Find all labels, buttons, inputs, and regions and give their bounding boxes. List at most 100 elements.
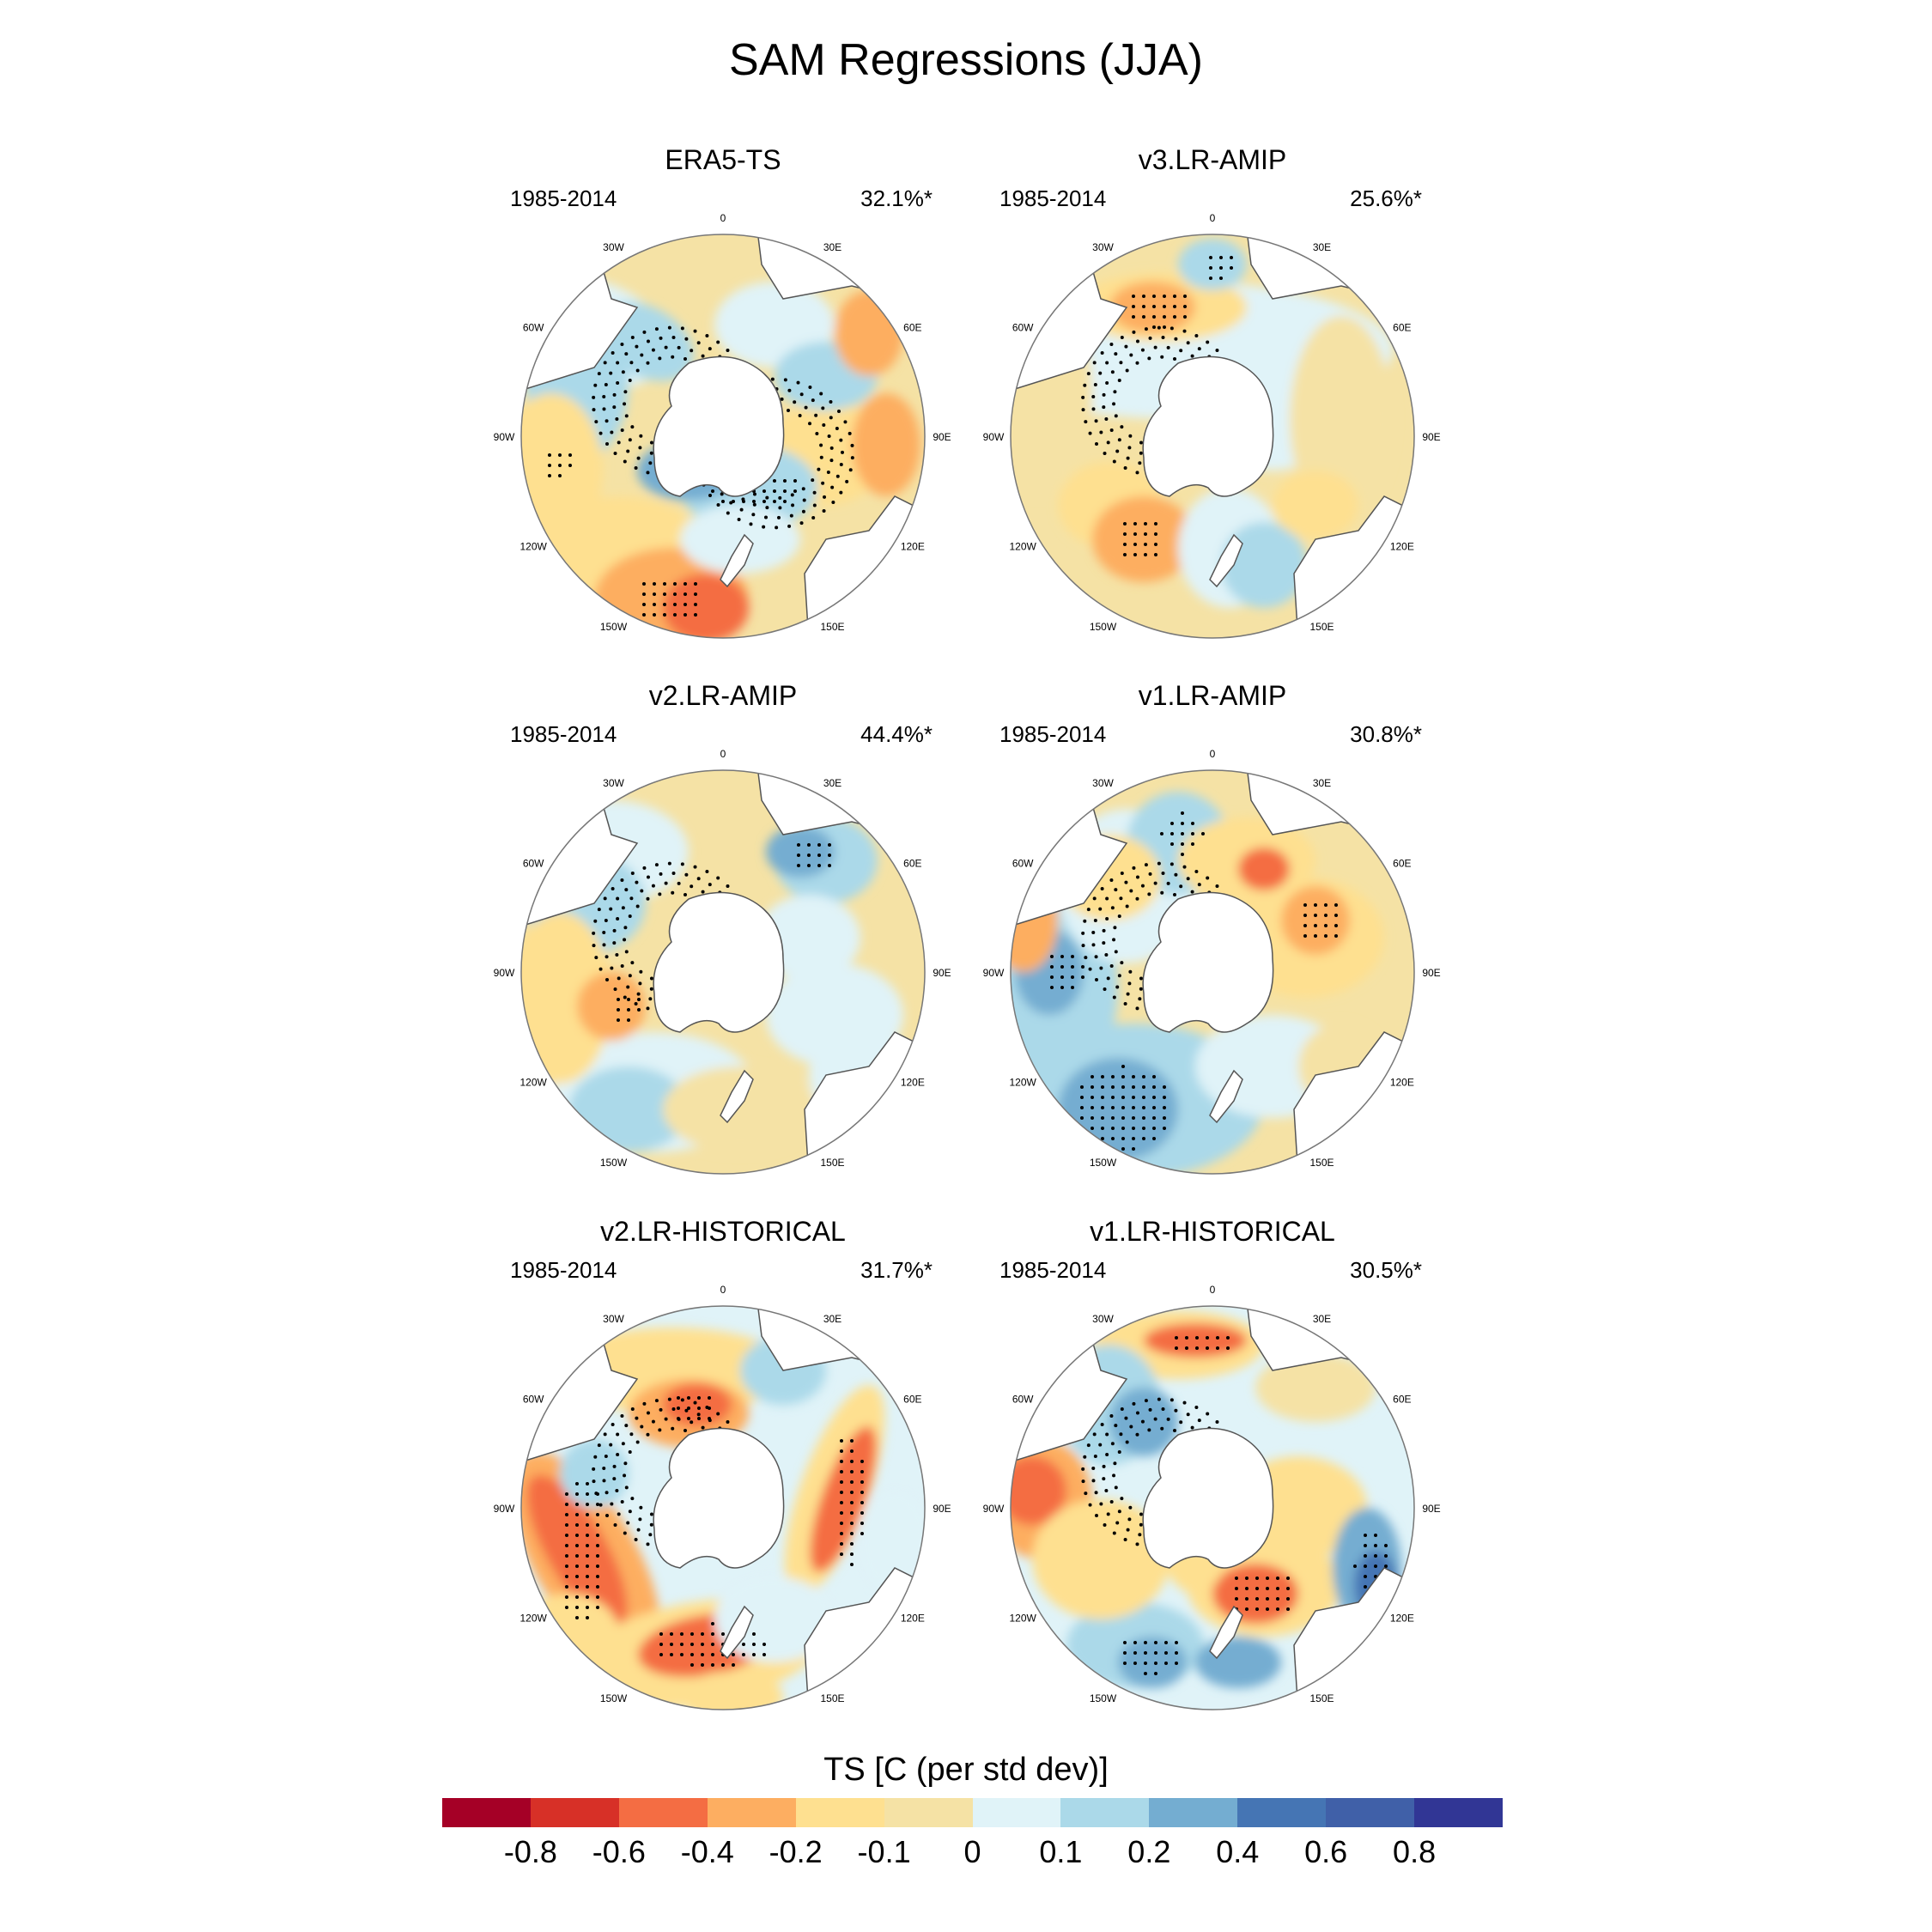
colorbar-swatch <box>530 1798 619 1827</box>
anomaly-region <box>810 1425 877 1573</box>
panel-title: v3.LR-AMIP <box>1138 144 1287 175</box>
longitude-label: 0 <box>1210 1284 1216 1296</box>
longitude-label: 150E <box>1309 1157 1334 1169</box>
longitude-label: 120E <box>901 1077 925 1089</box>
colorbar-swatch <box>884 1798 973 1827</box>
panel-explained-variance: 31.7%* <box>860 1257 933 1283</box>
panel-period: 1985-2014 <box>510 185 617 211</box>
anomaly-region <box>577 972 646 1041</box>
longitude-label: 30W <box>603 1313 624 1325</box>
longitude-label: 90W <box>983 1503 1005 1515</box>
panel-explained-variance: 25.6%* <box>1350 185 1422 211</box>
longitude-label: 60W <box>523 1394 544 1406</box>
polar-map: 030E60E90E120E150E180150W120W90W60W30W <box>494 1284 951 1710</box>
longitude-label: 0 <box>720 212 726 224</box>
longitude-label: 0 <box>720 1284 726 1296</box>
longitude-label: 90E <box>933 431 951 443</box>
longitude-label: 60W <box>1012 858 1034 870</box>
anomaly-region <box>560 1439 629 1508</box>
colorbar-swatch <box>707 1798 796 1827</box>
longitude-label: 30E <box>823 241 841 253</box>
anomaly-region <box>1281 886 1350 955</box>
colorbar-tick-label: -0.2 <box>769 1834 823 1869</box>
longitude-label: 30W <box>1092 1313 1114 1325</box>
longitude-label: 120W <box>519 1613 547 1625</box>
map-boundary <box>1010 769 1415 1175</box>
longitude-label: 120W <box>519 1077 547 1089</box>
longitude-label: 150W <box>600 1692 628 1704</box>
longitude-label: 120W <box>1009 541 1036 553</box>
anomaly-region <box>835 290 903 376</box>
anomaly-region <box>1178 239 1247 290</box>
longitude-label: 120W <box>1009 1077 1036 1089</box>
longitude-label: 90W <box>494 967 515 979</box>
colorbar-tick-label: 0.2 <box>1127 1834 1171 1869</box>
colorbar <box>442 1798 1504 1827</box>
colorbar-title: TS [C (per std dev)] <box>823 1752 1109 1788</box>
colorbar-swatch <box>972 1798 1061 1827</box>
panel-period: 1985-2014 <box>999 1257 1107 1283</box>
polar-map: 030E60E90E120E150E180150W120W90W60W30W <box>983 748 1441 1175</box>
anomaly-region <box>663 1383 732 1426</box>
map-panel-era5: 030E60E90E120E150E180150W120W90W60W30W E… <box>483 144 963 642</box>
colorbar-tick-label: -0.4 <box>680 1834 734 1869</box>
longitude-label: 30E <box>1313 241 1331 253</box>
longitude-label: 30W <box>603 777 624 789</box>
anomaly-region <box>680 1671 783 1710</box>
longitude-label: 30W <box>1092 241 1114 253</box>
colorbar-tick-label: -0.1 <box>857 1834 911 1869</box>
map-boundary <box>520 234 926 639</box>
longitude-label: 30E <box>823 1313 841 1325</box>
longitude-label: 90E <box>933 967 951 979</box>
longitude-label: 120E <box>1390 1613 1414 1625</box>
panel-title: v1.LR-AMIP <box>1138 680 1287 711</box>
colorbar-swatch <box>1149 1798 1238 1827</box>
longitude-label: 60W <box>1012 1394 1034 1406</box>
panel-title: v2.LR-HISTORICAL <box>600 1216 846 1247</box>
map-boundary <box>1010 234 1415 639</box>
map-panel-v1-amip: 030E60E90E120E150E180150W120W90W60W30W v… <box>972 680 1453 1178</box>
longitude-label: 120E <box>1390 541 1414 553</box>
panel-period: 1985-2014 <box>999 721 1107 747</box>
polar-map: 030E60E90E120E150E180150W120W90W60W30W <box>983 212 1441 639</box>
longitude-label: 60E <box>1393 858 1411 870</box>
anomaly-region <box>1109 282 1195 333</box>
colorbar-tick-label: 0 <box>963 1834 981 1869</box>
colorbar-tick-label: 0.1 <box>1039 1834 1083 1869</box>
longitude-label: 30E <box>823 777 841 789</box>
map-panel-v3-amip: 030E60E90E120E150E180150W120W90W60W30W v… <box>972 144 1453 642</box>
colorbar-tick-label: 0.6 <box>1304 1834 1348 1869</box>
anomaly-region <box>680 505 800 574</box>
longitude-label: 150W <box>1090 621 1117 633</box>
longitude-label: 90W <box>983 431 1005 443</box>
longitude-label: 30W <box>603 241 624 253</box>
longitude-label: 0 <box>1210 212 1216 224</box>
anomaly-region <box>1255 1353 1376 1422</box>
longitude-label: 30E <box>1313 777 1331 789</box>
panel-title: v1.LR-HISTORICAL <box>1090 1216 1335 1247</box>
map-panel-v2-historical: 030E60E90E120E150E180150W120W90W60W30W v… <box>483 1216 963 1714</box>
longitude-label: 90E <box>1422 1503 1440 1515</box>
longitude-label: 90E <box>1422 431 1440 443</box>
longitude-label: 90W <box>494 431 515 443</box>
longitude-label: 60E <box>903 322 921 334</box>
map-boundary <box>1010 1305 1415 1710</box>
colorbar-tick-label: 0.8 <box>1393 1834 1437 1869</box>
anomaly-region <box>860 1491 925 1594</box>
panel-period: 1985-2014 <box>999 185 1107 211</box>
anomaly-region <box>766 826 835 878</box>
longitude-label: 90E <box>933 1503 951 1515</box>
anomaly-region <box>1195 1637 1281 1688</box>
colorbar-tick-label: -0.6 <box>592 1834 646 1869</box>
map-panel-v2-amip: 030E60E90E120E150E180150W120W90W60W30W v… <box>483 680 963 1178</box>
panel-explained-variance: 30.5%* <box>1350 1257 1422 1283</box>
anomaly-region <box>526 1474 628 1627</box>
colorbar-swatch <box>1414 1798 1504 1827</box>
longitude-label: 150W <box>600 1157 628 1169</box>
panel-explained-variance: 30.8%* <box>1350 721 1422 747</box>
longitude-label: 150E <box>1309 621 1334 633</box>
panel-explained-variance: 32.1%* <box>860 185 933 211</box>
colorbar-tick-label: -0.8 <box>503 1834 557 1869</box>
longitude-label: 30W <box>1092 777 1114 789</box>
longitude-label: 120W <box>519 541 547 553</box>
